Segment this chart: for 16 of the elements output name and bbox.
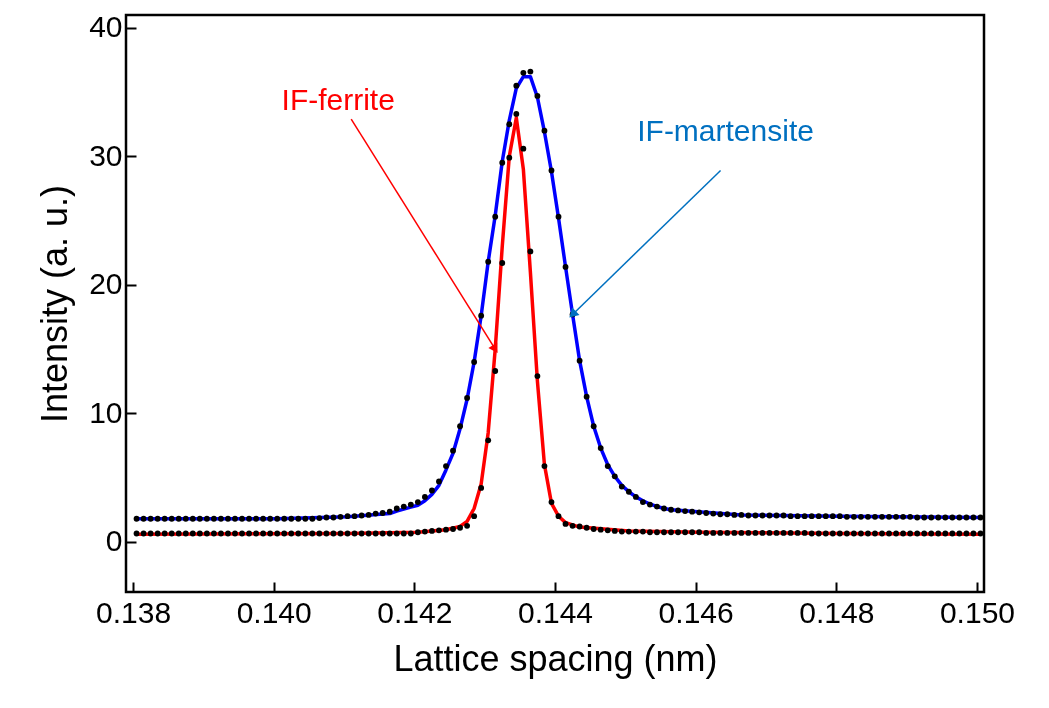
y-tick-label: 0 bbox=[105, 524, 123, 558]
x-tick-label: 0.150 bbox=[939, 595, 1016, 629]
annotation: IF-ferrite bbox=[281, 83, 395, 117]
y-tick-label: 10 bbox=[89, 395, 123, 429]
x-tick-label: 0.148 bbox=[799, 595, 875, 629]
y-tick-label: 40 bbox=[89, 10, 123, 44]
y-tick-label: 20 bbox=[89, 267, 123, 301]
annotation: IF-martensite bbox=[637, 114, 814, 148]
x-tick-label: 0.146 bbox=[658, 595, 734, 629]
y-tick-label: 30 bbox=[89, 138, 123, 172]
x-axis-title: Lattice spacing (nm) bbox=[393, 637, 718, 679]
x-tick-label: 0.138 bbox=[95, 595, 172, 629]
x-tick-label: 0.142 bbox=[377, 595, 453, 629]
x-tick-label: 0.140 bbox=[236, 595, 312, 629]
x-tick-label: 0.144 bbox=[517, 595, 594, 629]
y-axis-title: Intensity (a. u.) bbox=[34, 184, 76, 424]
